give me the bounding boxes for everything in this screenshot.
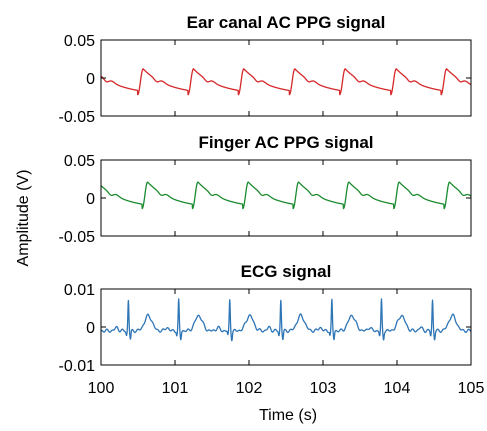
x-tick-label: 101 bbox=[162, 380, 189, 397]
y-tick-label: 0.05 bbox=[64, 33, 95, 50]
y-axis-label: Amplitude (V) bbox=[15, 170, 32, 267]
y-tick-label: 0 bbox=[86, 71, 95, 88]
series-line bbox=[100, 68, 472, 96]
y-tick-label: -0.01 bbox=[59, 358, 96, 375]
series-line bbox=[100, 181, 472, 210]
panel-2: Finger AC PPG signal 0.05 0 -0.05 bbox=[59, 133, 472, 246]
x-tick-label: 102 bbox=[236, 380, 263, 397]
y-tick-label: 0.01 bbox=[64, 282, 95, 299]
y-tick-label: 0 bbox=[86, 191, 95, 208]
y-tick-label: -0.05 bbox=[59, 229, 96, 246]
x-tick-label: 103 bbox=[310, 380, 337, 397]
axes-frame bbox=[100, 288, 472, 366]
x-tick-label: 104 bbox=[384, 380, 411, 397]
panel-title: Ear canal AC PPG signal bbox=[187, 13, 386, 32]
x-tick-label: 100 bbox=[88, 380, 115, 397]
x-tick-label: 105 bbox=[458, 380, 485, 397]
y-tick-label: 0.05 bbox=[64, 153, 95, 170]
panel-title: ECG signal bbox=[241, 262, 332, 281]
panel-1: Ear canal AC PPG signal 0.05 0 -0.05 bbox=[59, 13, 472, 126]
y-tick-label: 0 bbox=[86, 320, 95, 337]
y-tick-label: -0.05 bbox=[59, 109, 96, 126]
axes-frame bbox=[100, 159, 472, 237]
panel-title: Finger AC PPG signal bbox=[198, 133, 373, 152]
x-axis-label: Time (s) bbox=[259, 407, 317, 424]
panel-3: ECG signal 0.01 0 -0.01 100 101 102 103 104 105 bbox=[59, 262, 485, 397]
series-line bbox=[100, 298, 472, 342]
panels-layer: Ear canal AC PPG signal0.050-0.05Finger … bbox=[59, 13, 485, 397]
axes-frame bbox=[100, 39, 472, 117]
